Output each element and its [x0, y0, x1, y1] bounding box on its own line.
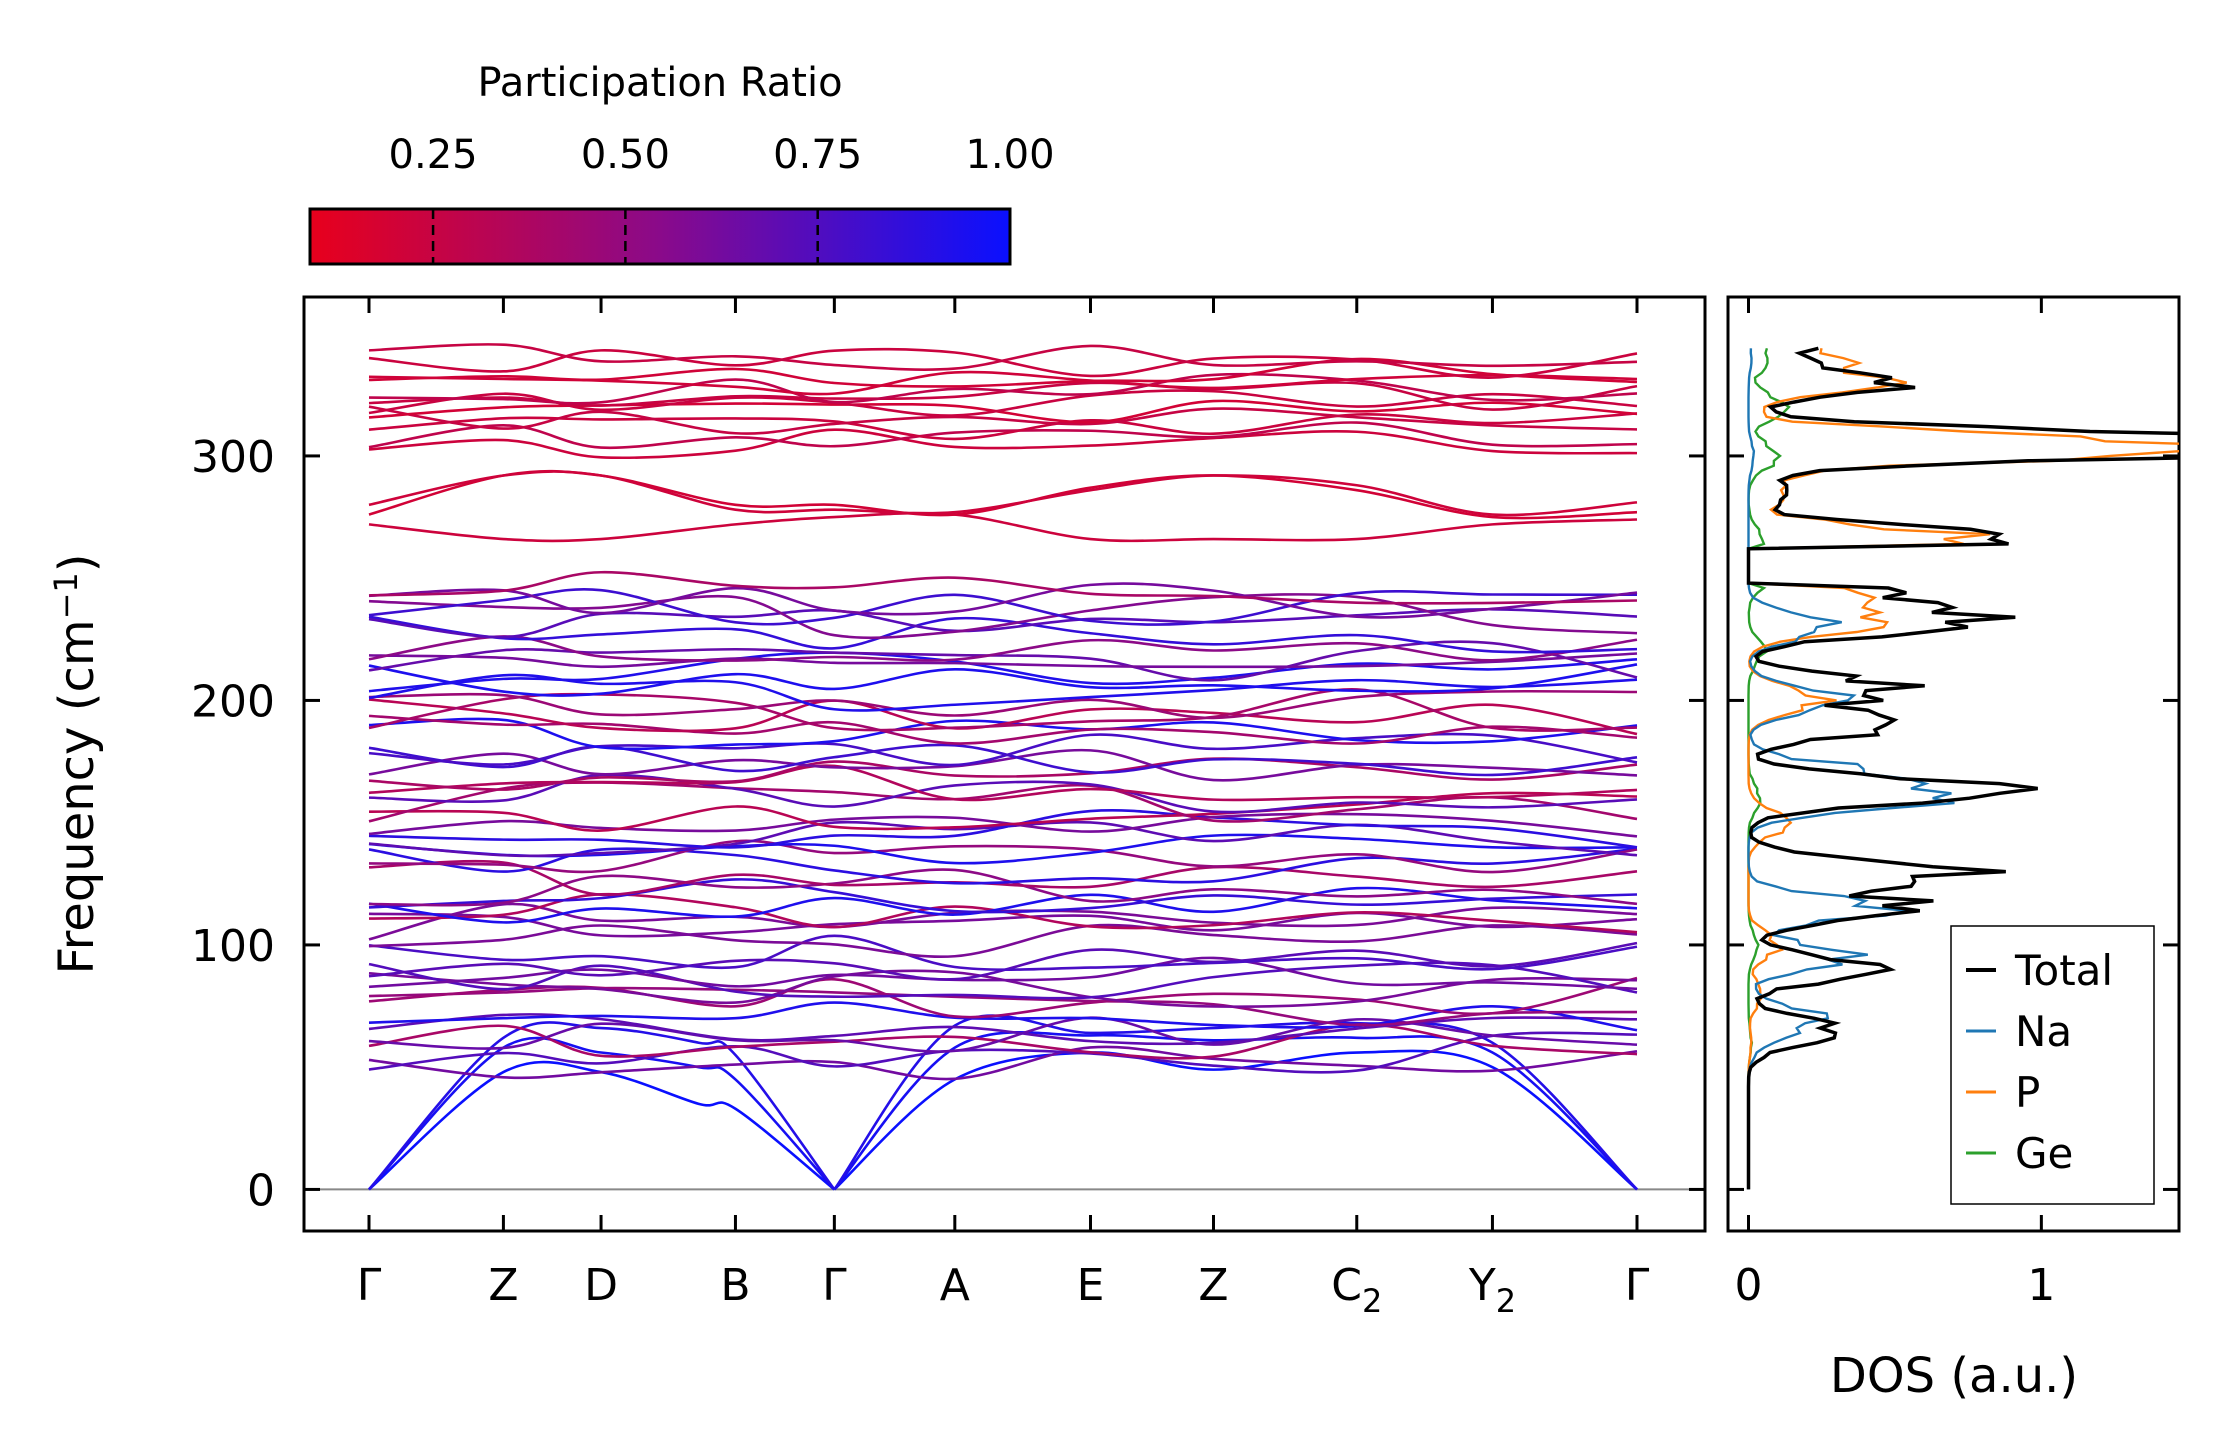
k-point-label: A — [940, 1260, 970, 1311]
optical-band-high — [368, 428, 1638, 460]
optical-band — [368, 1045, 1638, 1081]
k-point-label: Γ — [822, 1260, 847, 1311]
y-tick-label: 300 — [191, 432, 275, 483]
k-point-label: C2 — [1331, 1260, 1382, 1320]
colorbar: Participation Ratio 0.25 0.50 0.75 1.00 — [308, 60, 1055, 266]
optical-band — [368, 615, 1638, 654]
optical-band — [368, 859, 1638, 897]
colorbar-tick-label: 0.50 — [581, 132, 670, 178]
acoustic-band — [368, 1060, 836, 1191]
dos-panel: 0 1 DOS (a.u.) Total Na P Ge — [1726, 295, 2181, 1404]
k-point-label: Y2 — [1468, 1260, 1516, 1320]
optical-band — [368, 809, 1638, 849]
k-point-label: Γ — [357, 1260, 382, 1311]
optical-band — [368, 588, 1638, 626]
optical-band — [368, 868, 1638, 907]
optical-band — [368, 791, 1638, 832]
optical-band — [368, 582, 1638, 619]
optical-band — [368, 839, 1638, 874]
optical-band — [368, 764, 1638, 802]
legend-label-p: P — [2015, 1068, 2040, 1117]
legend-box — [1950, 925, 2155, 1205]
y-tick-label: 100 — [191, 921, 275, 972]
colorbar-title: Participation Ratio — [477, 60, 842, 106]
dos-axes-frame — [1726, 295, 2181, 1233]
optical-band — [368, 673, 1638, 712]
optical-band — [368, 570, 1638, 605]
acoustic-band — [368, 1021, 836, 1191]
k-point-label: E — [1077, 1260, 1105, 1311]
optical-band — [368, 923, 1638, 959]
optical-band-high — [368, 421, 1638, 450]
optical-band — [368, 833, 1638, 865]
optical-band — [368, 593, 1638, 640]
optical-band — [368, 878, 1638, 914]
legend-label-total: Total — [2014, 946, 2113, 995]
optical-band-high — [368, 347, 1638, 379]
acoustic-band — [833, 1049, 1638, 1191]
optical-band-high — [368, 372, 1638, 405]
optical-band — [368, 812, 1638, 838]
colorbar-tick-label: 1.00 — [965, 132, 1054, 178]
optical-band-high — [368, 381, 1638, 411]
optical-band — [368, 934, 1638, 971]
dos-series-na — [1747, 348, 1955, 1190]
optical-band — [368, 1023, 1638, 1060]
optical-band — [368, 732, 1638, 767]
dos-series-total — [1746, 346, 2179, 1190]
optical-band-mid — [368, 511, 1638, 543]
optical-band — [368, 781, 1638, 823]
legend: Total Na P Ge — [1950, 925, 2155, 1205]
x-axis-label-dos: DOS (a.u.) — [1830, 1348, 2078, 1404]
optical-band — [368, 941, 1638, 981]
optical-band-high — [368, 389, 1638, 417]
optical-band — [368, 714, 1638, 745]
optical-band — [368, 689, 1638, 720]
band-structure-panel: 0 100 200 300 Γ Z D B Γ A E Z C2 Y2 Γ Frequency (cm−1) — [47, 295, 1707, 1320]
k-point-label: D — [584, 1260, 618, 1311]
dos-x-tick-label: 0 — [1735, 1260, 1763, 1311]
optical-band — [368, 635, 1638, 662]
optical-band — [368, 663, 1638, 697]
y-tick-label: 200 — [191, 676, 275, 727]
optical-band — [368, 956, 1638, 991]
k-point-label: Γ — [1625, 1260, 1650, 1311]
legend-label-ge: Ge — [2015, 1129, 2073, 1178]
optical-band — [368, 820, 1638, 858]
optical-band — [368, 757, 1638, 791]
legend-label-na: Na — [2015, 1007, 2072, 1056]
y-tick-label: 0 — [247, 1165, 275, 1216]
optical-band-high — [368, 343, 1638, 371]
optical-band-mid — [368, 469, 1638, 520]
optical-band-mid — [368, 470, 1638, 517]
optical-band — [368, 652, 1638, 669]
colorbar-tick-label: 0.75 — [773, 132, 862, 178]
dos-series-p — [1747, 348, 2179, 1190]
optical-band-high — [368, 412, 1638, 441]
k-point-label: B — [720, 1260, 750, 1311]
dos-x-tick-label: 1 — [2027, 1260, 2055, 1311]
colorbar-tick-label: 0.25 — [389, 132, 478, 178]
y-axis-label: Frequency (cm−1) — [47, 553, 105, 974]
optical-band — [368, 892, 1638, 934]
optical-band — [368, 886, 1638, 924]
optical-band — [368, 969, 1638, 1008]
optical-band — [368, 717, 1638, 751]
colorbar-gradient — [308, 207, 1012, 266]
band-axes-frame — [302, 295, 1707, 1233]
optical-band-high — [368, 405, 1638, 435]
k-point-label: Z — [1198, 1260, 1228, 1311]
acoustic-band — [833, 1031, 1638, 1191]
k-point-label: Z — [488, 1260, 518, 1311]
